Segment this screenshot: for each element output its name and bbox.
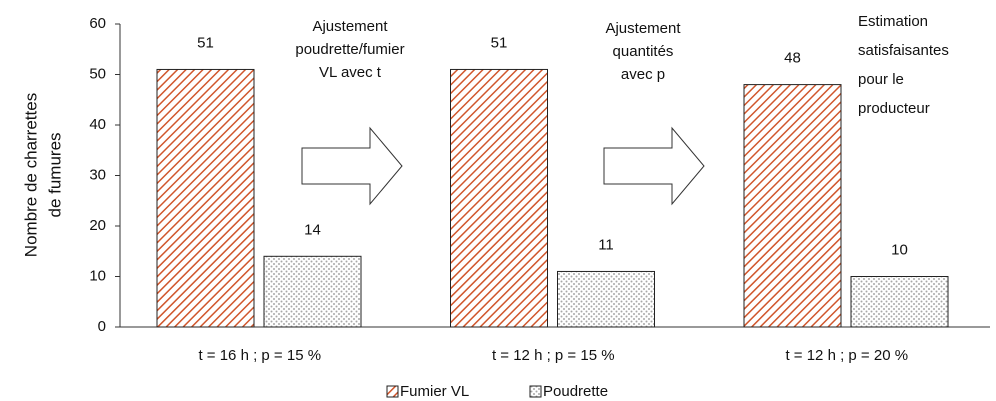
y-tick-label: 10	[89, 267, 106, 284]
legend-swatch	[529, 385, 542, 398]
annotation: poudrette/fumier	[295, 41, 404, 58]
legend-label: Poudrette	[543, 383, 608, 400]
annotation: Ajustement	[605, 20, 681, 37]
annotation: quantités	[613, 43, 674, 60]
value-label: 51	[491, 34, 508, 51]
annotation: Ajustement	[312, 18, 388, 35]
y-tick-label: 60	[89, 15, 106, 32]
annotation: pour le	[858, 71, 904, 88]
value-label: 14	[304, 221, 321, 238]
value-label: 48	[784, 50, 801, 67]
bar	[156, 68, 255, 328]
y-tick-label: 30	[89, 166, 106, 183]
x-tick-label: t = 16 h ; p = 15 %	[198, 347, 321, 364]
bar	[743, 84, 842, 328]
legend-swatch	[386, 385, 399, 398]
annotation: Estimation	[858, 13, 928, 30]
value-label: 51	[197, 34, 214, 51]
bar	[850, 276, 949, 328]
legend-label: Fumier VL	[400, 383, 469, 400]
y-axis-label: de fumures	[45, 132, 64, 217]
bar	[450, 68, 548, 328]
value-label: 10	[891, 241, 908, 258]
annotation: satisfaisantes	[858, 42, 949, 59]
value-label: 11	[598, 236, 614, 253]
y-tick-label: 0	[98, 318, 106, 335]
annotation: VL avec t	[319, 64, 382, 81]
arrow	[301, 126, 403, 206]
bar	[263, 255, 362, 328]
y-tick-label: 50	[89, 65, 106, 82]
x-tick-label: t = 12 h ; p = 15 %	[492, 347, 615, 364]
bar	[557, 270, 655, 328]
y-tick-label: 40	[89, 116, 106, 133]
x-tick-label: t = 12 h ; p = 20 %	[785, 347, 908, 364]
annotation: producteur	[858, 100, 930, 117]
annotation: avec p	[621, 66, 665, 83]
arrow	[603, 126, 705, 206]
y-axis-label: Nombre de charrettes	[21, 93, 40, 257]
y-tick-label: 20	[89, 217, 106, 234]
